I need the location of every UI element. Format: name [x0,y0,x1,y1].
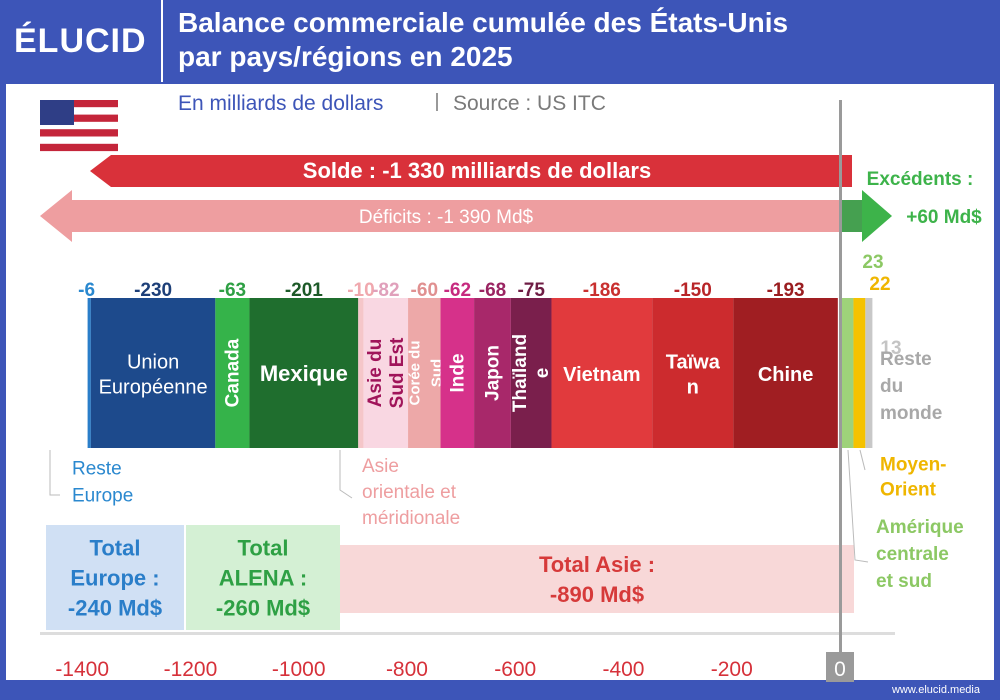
footer-url: www.elucid.media [891,684,980,696]
segment-value-label: -10 [347,280,374,301]
segment-value-label: -63 [219,280,246,301]
segment-bar [865,298,873,448]
segment-bar [249,298,359,448]
x-tick-label: -400 [602,658,644,681]
segment-value-label: -82 [372,280,399,301]
segment-value-label: -62 [444,280,471,301]
x-tick-label: -1400 [55,658,109,681]
x-tick-label: -1200 [164,658,218,681]
total-box [340,545,854,613]
x-tick-label: -800 [386,658,428,681]
segment-bar [440,298,475,448]
flag-stripe [40,114,118,122]
segment-label: Canada [222,338,243,407]
segment-bar [551,298,653,448]
surplus-value: +60 Md$ [906,207,982,228]
zero-tick-box [826,652,854,682]
surplus-bar [840,200,862,232]
segment-value-label: -186 [583,280,621,301]
segment-value-label: -60 [411,280,438,301]
surplus-label: Excédents : [867,169,974,190]
segment-value-label: -68 [479,280,506,301]
balance-arrow [90,155,852,187]
segment-bar [90,298,216,448]
segment-bar [733,298,838,448]
callout-asie-orientale: Asie orientale et méridionale [362,456,460,529]
surplus-arrow-head [862,190,892,242]
flag-stripe [40,143,118,152]
segment-label: Vietnam [563,364,640,386]
segment-bar [853,298,866,448]
segment-bar [510,298,552,448]
callout-line [49,450,60,496]
segment-value-label: 13 [880,338,901,359]
x-tick-label: -1000 [272,658,326,681]
callout-line [339,450,353,499]
flag-stripe [40,107,118,115]
total-box [46,525,184,630]
flag-canton [40,100,74,125]
x-tick-label: 0 [834,658,846,681]
segment-label: Taïwa n [666,352,721,399]
zero-line [839,100,842,660]
callout-line [847,449,869,563]
segment-value-label: -150 [674,280,712,301]
total-label: Total Europe : -240 Md$ [68,536,162,621]
flag-stripe [40,129,118,137]
segment-bar [87,298,91,448]
segment-bar [474,298,511,448]
x-tick-label: -200 [711,658,753,681]
flag-stripe [40,136,118,144]
total-label: Total ALENA : -260 Md$ [216,536,310,621]
segment-label: Asie duSud Est [365,337,408,408]
segment-value-label: 22 [869,274,890,295]
segment-bar [652,298,734,448]
x-tick-label: -600 [494,658,536,681]
callout-reste-europe: Reste Europe [72,459,133,507]
callout-reste-monde: Reste du monde [880,349,942,424]
segment-label: Chine [758,364,814,386]
segment-label: Union Européenne [99,352,208,399]
segment-label: Thaïlande [510,334,553,412]
segment-bar [215,298,250,448]
segment-bar [358,298,364,448]
total-label: Total Asie : -890 Md$ [539,552,655,607]
segment-bar [841,298,854,448]
segment-label: Mexique [260,361,348,386]
deficit-arrow [40,190,840,242]
subtitle-separator [436,93,438,111]
us-flag-icon [40,100,118,152]
segment-value-label: -193 [767,280,805,301]
segment-bar [408,298,441,448]
segment-bar [363,298,409,448]
callout-moyen-orient: Moyen-Orient [880,455,947,501]
x-axis-line [40,632,895,635]
flag-stripe [40,100,118,108]
header-divider [161,0,163,82]
flag-stripe [40,121,118,130]
segment-value-label: -201 [285,280,323,301]
source-note: Source : US ITC [453,92,606,115]
segment-value-label: -230 [134,280,172,301]
segment-label: Japon [482,345,503,401]
chart-title: Balance commerciale cumulée des États-Un… [178,6,788,74]
callout-amerique: Amérique centrale et sud [876,517,964,592]
total-box [186,525,340,630]
segment-label: Inde [447,353,468,392]
subtitle: En milliards de dollars [178,92,383,115]
balance-label: Solde : -1 330 milliards de dollars [303,158,651,183]
title-line-2: par pays/régions en 2025 [178,41,513,72]
callout-line [859,449,866,471]
title-line-1: Balance commerciale cumulée des États-Un… [178,7,789,38]
segment-value-label: -6 [78,280,95,301]
segment-value-label: 23 [862,252,883,273]
segment-value-label: -75 [517,280,545,301]
deficits-label: Déficits : -1 390 Md$ [359,207,534,228]
brand-logo: ÉLUCID [14,22,147,60]
